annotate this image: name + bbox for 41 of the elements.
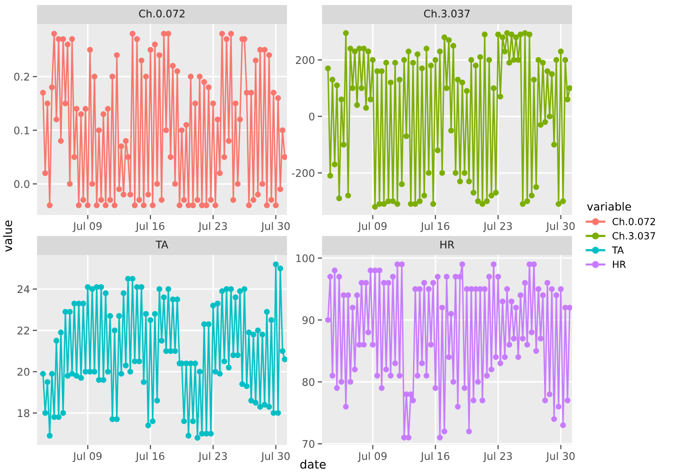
x-tick-label: Jul 30 <box>546 222 575 232</box>
chart-title: TA <box>156 240 168 248</box>
x-tick-label: Jul 23 <box>483 222 512 232</box>
x-axis-title: date <box>300 460 326 469</box>
y-tick-label: 22 <box>18 326 30 334</box>
chart-title: Ch.0.072 <box>139 9 184 18</box>
legend-label: Ch.3.037 <box>612 232 656 240</box>
y-tick-label: 20 <box>18 368 30 376</box>
x-tick-label: Jul 23 <box>198 222 227 232</box>
x-tick-label: Jul 30 <box>260 222 290 232</box>
y-tick-label: 0 <box>309 112 314 120</box>
x-tick-label: Jul 30 <box>260 452 290 462</box>
legend-label: TA <box>612 246 624 254</box>
x-tick-label: Jul 16 <box>420 452 450 462</box>
x-tick-label: Jul 16 <box>135 222 164 232</box>
y-tick-label: 200 <box>296 56 314 64</box>
x-tick-label: Jul 09 <box>358 222 387 232</box>
legend-title: variable <box>587 202 631 211</box>
x-tick-label: Jul 30 <box>546 452 575 462</box>
y-tick-label: 100 <box>296 254 314 262</box>
y-tick-label: 0.0 <box>14 180 30 188</box>
y-tick-label: 80 <box>302 378 314 386</box>
legend-label: HR <box>612 260 626 268</box>
y-tick-label: 90 <box>302 316 314 324</box>
chart-title: HR <box>440 240 454 248</box>
y-axis-title: value <box>3 220 12 252</box>
y-tick-label: 0.1 <box>14 126 30 134</box>
y-tick-label: 0.2 <box>14 72 30 81</box>
y-tick-label: 18 <box>18 409 30 418</box>
y-tick-label: -200 <box>292 169 314 178</box>
x-tick-label: Jul 16 <box>135 452 164 462</box>
y-tick-label: 24 <box>18 285 30 294</box>
x-tick-label: Jul 16 <box>420 222 450 232</box>
y-tick-label: 70 <box>302 440 314 448</box>
x-tick-label: Jul 09 <box>358 452 387 462</box>
legend-label: Ch.0.072 <box>612 218 655 226</box>
x-tick-label: Jul 23 <box>198 452 227 462</box>
x-tick-label: Jul 23 <box>483 452 512 462</box>
x-tick-label: Jul 09 <box>72 222 102 232</box>
x-tick-label: Jul 09 <box>72 452 102 462</box>
chart-title: Ch.3.037 <box>424 9 470 18</box>
